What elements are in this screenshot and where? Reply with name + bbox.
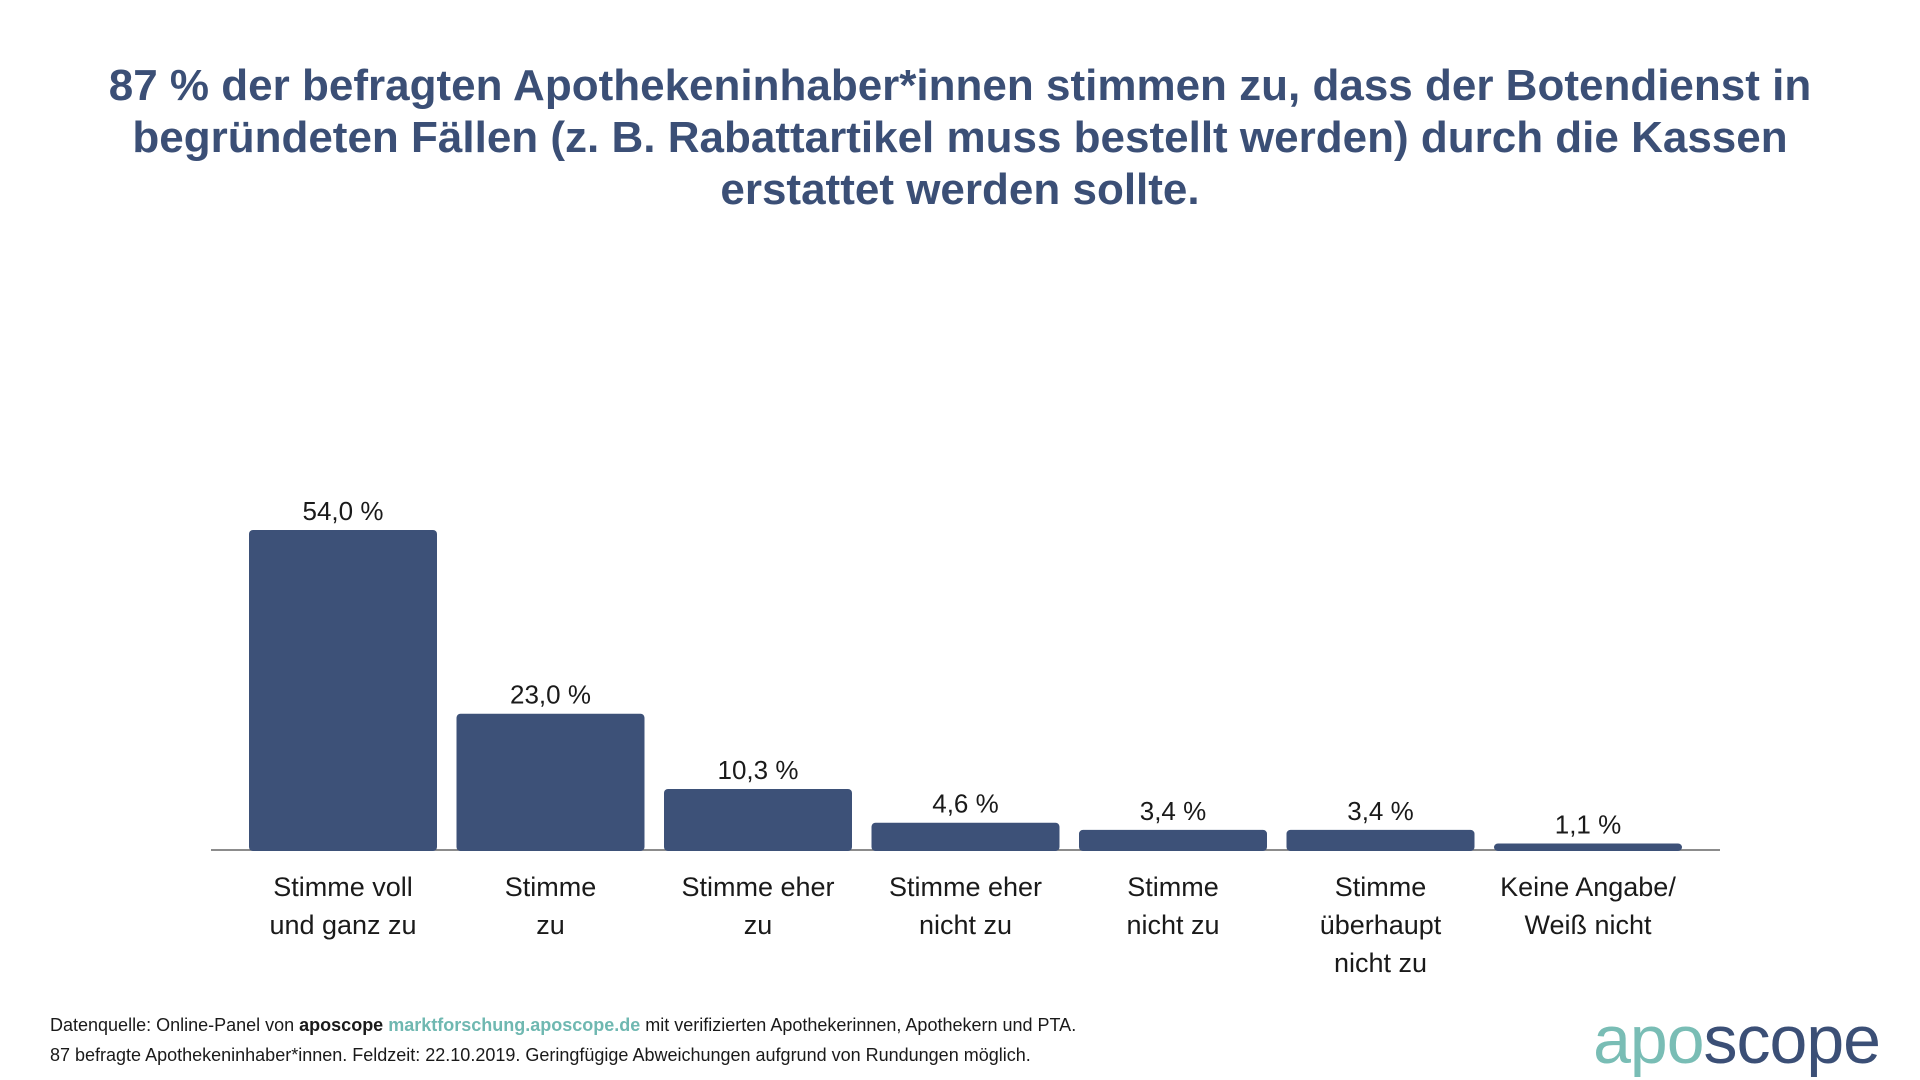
bar-5 [1286,829,1475,851]
logo-scope: scope [1703,1002,1881,1078]
category-label-line: nicht zu [1126,910,1219,940]
bar-3 [871,822,1060,851]
footer-line-2: 87 befragte Apothekeninhaber*innen. Feld… [50,1045,1031,1065]
bar-value-label-6: 1,1 % [1555,809,1622,839]
bar-value-label-1: 23,0 % [510,680,591,710]
category-label-line: überhaupt [1320,910,1442,940]
footer-source: Datenquelle: Online-Panel von aposcope m… [50,1010,1076,1070]
logo-apo: apo [1593,1002,1704,1078]
category-label-line: Stimme eher [681,872,834,902]
aposcope-logo: aposcope [1593,1000,1881,1080]
category-label-line: Stimme voll [273,872,413,902]
footer-line-1: Datenquelle: Online-Panel von aposcope m… [50,1010,1076,1040]
bar-chart: 54,0 % Stimme voll und ganz zu 23,0 % Stimme… [211,496,1720,978]
bar-value-label-4: 3,4 % [1140,796,1207,826]
category-label-line: Stimme [1127,872,1219,902]
category-label-2: Stimme eher zu [681,872,834,940]
category-label-3: Stimme eher nicht zu [889,872,1042,940]
category-label-0: Stimme voll und ganz zu [269,872,416,940]
bar-value-label-5: 3,4 % [1347,796,1414,826]
category-label-4: Stimme nicht zu [1126,872,1219,940]
bar-value-label-0: 54,0 % [303,496,384,526]
bar-2 [664,788,852,851]
category-label-line: nicht zu [1334,948,1427,978]
category-label-line: Stimme [1335,872,1427,902]
source-brand: aposcope [299,1015,384,1035]
category-label-line: und ganz zu [269,910,416,940]
source-suffix: mit verifizierten Apothekerinnen, Apothe… [640,1015,1077,1035]
category-label-line: zu [744,910,773,940]
category-label-line: Stimme eher [889,872,1042,902]
chart-title: 87 % der befragten Apothekeninhaber*inne… [108,61,1812,214]
category-label-6: Keine Angabe/Weiß nicht [1500,872,1676,940]
category-label-line: nicht zu [919,910,1012,940]
category-label-line: Weiß nicht [1524,910,1652,940]
category-label-line: Keine Angabe/ [1500,872,1676,902]
bar-0 [249,530,437,851]
source-prefix: Datenquelle: Online-Panel von [50,1015,300,1035]
bar-value-label-3: 4,6 % [932,789,999,819]
category-label-line: zu [536,910,565,940]
bar-value-label-2: 10,3 % [718,755,799,785]
category-label-1: Stimme zu [505,872,597,940]
bar-1 [456,713,645,851]
bar-6 [1494,843,1682,851]
category-label-5: Stimme überhaupt nicht zu [1320,872,1442,978]
source-link[interactable]: marktforschung.aposcope.de [388,1015,641,1035]
category-label-line: Stimme [505,872,597,902]
bar-4 [1079,829,1267,851]
